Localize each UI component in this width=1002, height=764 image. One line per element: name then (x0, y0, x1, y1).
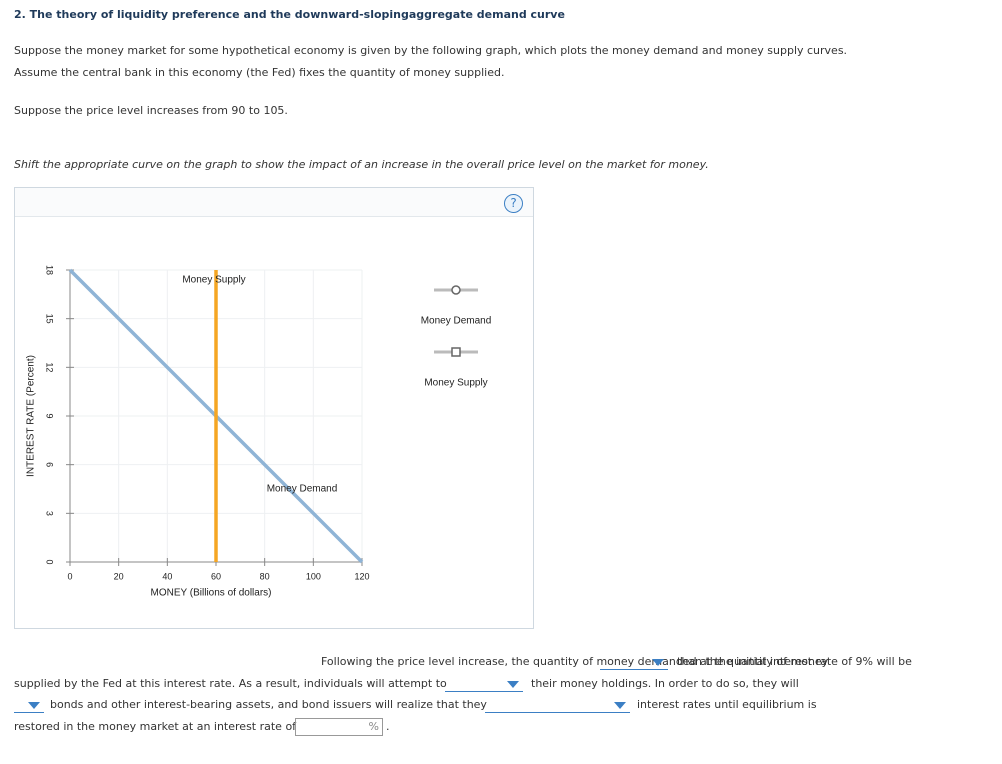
question-text: supplied by the Fed at this interest rat… (14, 677, 447, 690)
legend-label: Money Demand (421, 316, 492, 327)
intro-text: Suppose the money market for some hypoth… (14, 44, 848, 57)
legend-marker (451, 285, 461, 295)
question-text: . (386, 720, 390, 733)
x-tick-label: 80 (260, 571, 270, 581)
dropdown[interactable] (14, 698, 44, 713)
question-text: Following the price level increase, the … (321, 655, 912, 668)
y-tick-label: 0 (45, 559, 55, 564)
x-tick-label: 20 (114, 571, 124, 581)
instruction: Shift the appropriate curve on the graph… (14, 158, 709, 171)
x-tick-label: 100 (306, 571, 321, 581)
y-tick-label: 6 (45, 462, 55, 467)
dropdown[interactable] (445, 677, 523, 692)
y-tick-label: 18 (45, 265, 55, 275)
help-button[interactable]: ? (504, 194, 523, 213)
intro-text: Suppose the price level increases from 9… (14, 104, 288, 117)
intro-text: Assume the central bank in this economy … (14, 66, 505, 79)
legend-marker (451, 347, 461, 357)
x-tick-label: 40 (162, 571, 172, 581)
answer-input[interactable]: % (295, 718, 383, 736)
y-tick-label: 15 (45, 314, 55, 324)
x-tick-label: 60 (211, 571, 221, 581)
question-text: interest rates until equilibrium is (637, 698, 817, 711)
x-tick-label: 0 (67, 571, 72, 581)
y-axis-label: INTEREST RATE (Percent) (26, 355, 37, 477)
graph-toolbar (15, 188, 533, 217)
question-text: than the quantity of money (677, 655, 829, 668)
x-axis-label: MONEY (Billions of dollars) (151, 588, 272, 599)
y-tick-label: 12 (45, 362, 55, 372)
y-tick-label: 3 (45, 511, 55, 516)
unit: % (368, 720, 379, 733)
curve-label: Money Demand (267, 484, 338, 495)
graph-panel: ? 0 3 6 9 12 15 18 0 20 40 60 80 100 120 MONEY (Billio… (14, 187, 534, 629)
dropdown[interactable] (600, 655, 668, 670)
chart: 0 3 6 9 12 15 18 0 20 40 60 80 100 120 MONEY (Billions… (26, 265, 492, 599)
question-text: bonds and other interest-bearing assets,… (50, 698, 487, 711)
dropdown[interactable] (485, 698, 630, 713)
question-text: their money holdings. In order to do so,… (531, 677, 799, 690)
question-text: restored in the money market at an inter… (14, 720, 297, 733)
curve-label: Money Supply (182, 275, 245, 286)
title: 2. The theory of liquidity preference an… (14, 8, 565, 21)
x-tick-label: 120 (354, 571, 369, 581)
y-tick-label: 9 (45, 413, 55, 418)
legend-label: Money Supply (424, 378, 487, 389)
